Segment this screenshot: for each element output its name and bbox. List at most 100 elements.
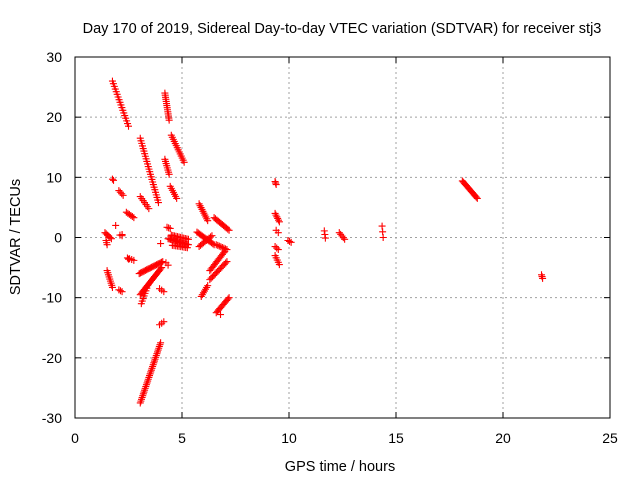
data-point	[160, 288, 168, 296]
data-point	[473, 194, 481, 202]
data-point	[145, 205, 153, 213]
x-tick-label: 0	[71, 430, 79, 446]
y-tick-label: 20	[46, 109, 62, 125]
data-point	[223, 246, 231, 254]
x-tick-label: 25	[602, 430, 618, 446]
x-tick-label: 15	[388, 430, 404, 446]
data-point	[379, 234, 387, 241]
data-point	[204, 217, 212, 225]
data-point	[204, 282, 212, 290]
data-point	[107, 235, 115, 243]
data-point	[224, 225, 232, 233]
y-tick-label: 0	[54, 230, 62, 246]
data-point	[118, 288, 126, 296]
data-point	[125, 122, 132, 130]
data-point	[225, 294, 233, 302]
data-point	[125, 255, 132, 263]
data-point	[157, 339, 165, 347]
data-point	[275, 218, 283, 226]
data-point	[287, 238, 295, 246]
data-point	[221, 245, 229, 253]
data-point	[128, 213, 136, 221]
data-point	[157, 265, 165, 273]
axis-ticks	[74, 56, 611, 419]
data-point	[225, 226, 233, 234]
data-point	[110, 176, 118, 184]
data-point	[103, 241, 111, 249]
data-point	[173, 194, 181, 202]
data-point	[218, 243, 226, 251]
data-point	[275, 261, 283, 269]
data-point	[275, 216, 283, 224]
y-tick-label: 30	[46, 49, 62, 65]
data-point	[119, 191, 127, 199]
y-tick-labels: -30 -20 -10 0 10 20 30	[42, 49, 62, 426]
x-axis-label: GPS time / hours	[285, 459, 395, 475]
data-point	[112, 221, 120, 229]
data-point	[159, 258, 167, 266]
y-tick-label: -10	[42, 290, 62, 306]
data-point	[183, 244, 191, 252]
x-tick-labels: 0 5 10 15 20 25	[71, 430, 618, 446]
data-point	[208, 232, 216, 240]
data-point	[164, 261, 172, 269]
data-point	[215, 242, 223, 250]
chart-title: Day 170 of 2019, Sidereal Day-to-day VTE…	[83, 21, 602, 37]
data-point	[272, 211, 280, 219]
data-point	[214, 241, 222, 249]
y-tick-label: -20	[42, 350, 62, 366]
data-point	[130, 214, 138, 222]
data-point	[217, 311, 225, 319]
data-point	[118, 230, 126, 238]
data-point	[274, 214, 282, 222]
data-point	[184, 235, 192, 243]
data-point	[224, 295, 232, 303]
x-tick-label: 10	[281, 430, 297, 446]
data-point	[108, 175, 116, 183]
y-axis-label: SDTVAR / TECUs	[8, 179, 24, 295]
data-point	[272, 181, 280, 189]
x-tick-label: 20	[495, 430, 511, 446]
data-point	[209, 240, 217, 248]
grid-lines	[75, 57, 610, 418]
data-point	[106, 234, 114, 241]
y-tick-label: -30	[42, 410, 62, 426]
data-point	[220, 244, 228, 252]
data-point	[274, 229, 282, 237]
data-point	[165, 224, 173, 232]
data-point	[154, 199, 162, 207]
data-point	[286, 237, 294, 245]
data-point	[166, 224, 174, 232]
data-point	[165, 116, 173, 124]
data-point	[108, 283, 116, 291]
data-point	[274, 246, 282, 254]
y-tick-label: 10	[46, 169, 62, 185]
data-point	[157, 240, 165, 248]
data-point	[165, 170, 173, 178]
data-points	[101, 77, 547, 407]
data-point	[341, 235, 349, 243]
data-point	[118, 190, 126, 198]
data-point	[158, 264, 166, 272]
data-point	[223, 258, 231, 266]
data-point	[271, 209, 279, 217]
data-point	[273, 244, 281, 252]
data-point	[321, 234, 329, 242]
data-point	[160, 318, 168, 326]
data-point	[130, 256, 138, 264]
data-point	[339, 234, 347, 242]
data-point	[207, 233, 215, 241]
data-point	[472, 193, 480, 201]
data-point	[222, 259, 230, 267]
data-point	[217, 243, 225, 251]
data-point	[273, 213, 281, 221]
data-point	[212, 241, 220, 249]
data-point	[539, 274, 547, 282]
x-tick-label: 5	[178, 430, 186, 446]
data-point	[163, 223, 171, 231]
data-point	[180, 158, 188, 166]
data-point	[271, 243, 279, 251]
data-point	[144, 282, 152, 290]
